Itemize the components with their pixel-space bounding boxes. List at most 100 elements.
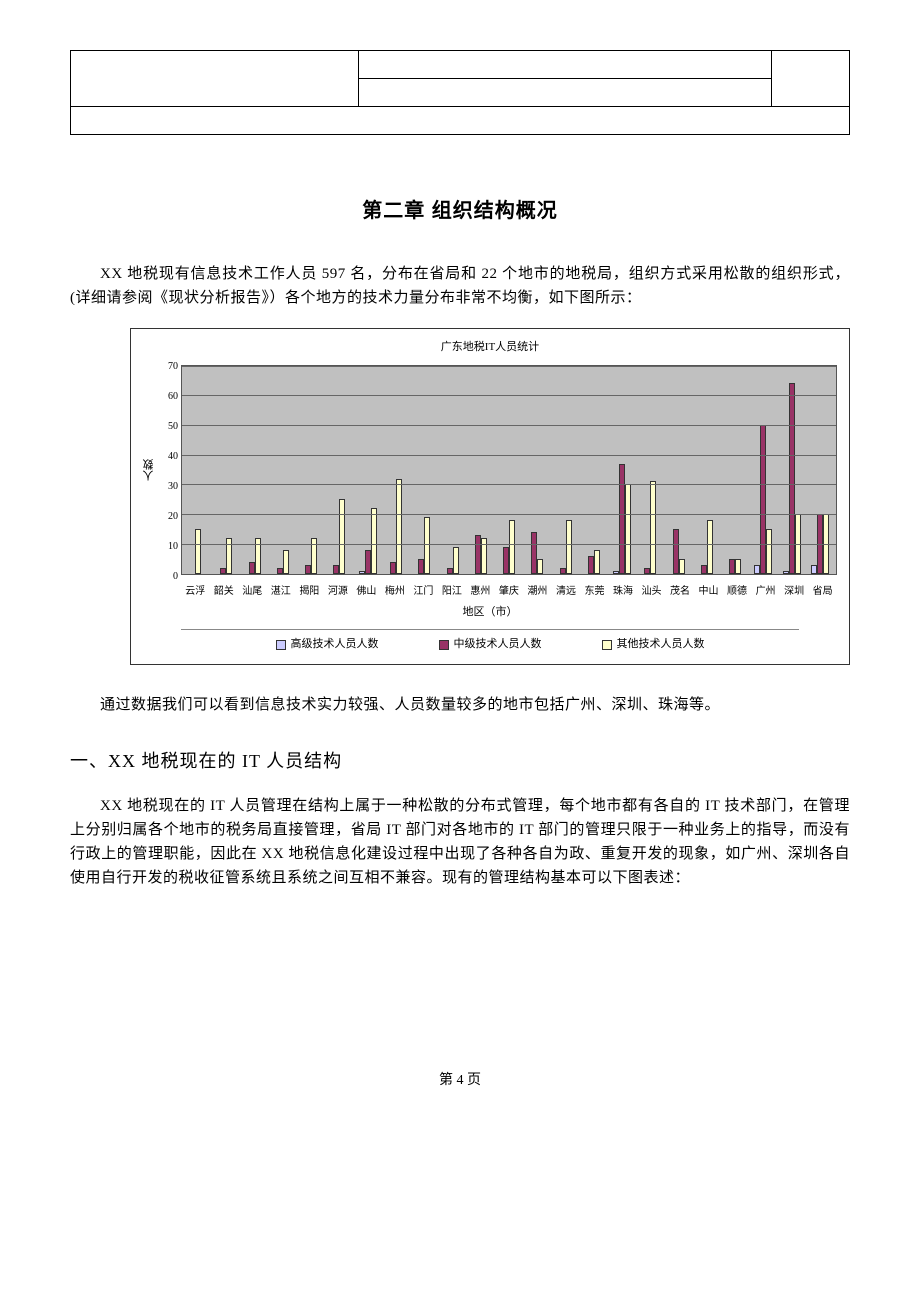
intro-paragraph: XX 地税现有信息技术工作人员 597 名，分布在省局和 22 个地市的地税局，… (70, 262, 850, 310)
bar (594, 550, 600, 574)
x-label: 汕尾 (238, 584, 267, 600)
bar-chart: 广东地税IT人员统计 人数 70 60 50 40 30 20 10 0 云浮韶关汕尾湛江揭阳… (130, 328, 850, 665)
bar-group (467, 366, 495, 574)
legend-item: 其他技术人员人数 (602, 636, 705, 654)
bar-group (325, 366, 353, 574)
bar (396, 479, 402, 574)
bar (537, 559, 543, 574)
bar-group (184, 366, 212, 574)
bar-group (523, 366, 551, 574)
bar (650, 481, 656, 573)
bar (707, 520, 713, 573)
chart-title: 广东地税IT人员统计 (131, 329, 849, 365)
bar-group (665, 366, 693, 574)
legend-item: 高级技术人员人数 (276, 636, 379, 654)
bar (509, 520, 515, 573)
legend-swatch (276, 640, 286, 650)
bar (339, 499, 345, 573)
bar-group (749, 366, 777, 574)
y-tick: 30 (168, 479, 178, 495)
x-label: 汕头 (637, 584, 666, 600)
section-paragraph: XX 地税现在的 IT 人员管理在结构上属于一种松散的分布式管理，每个地市都有各… (70, 794, 850, 890)
x-axis-title: 地区（市） (131, 602, 849, 630)
x-label: 清远 (552, 584, 581, 600)
x-label: 珠海 (609, 584, 638, 600)
plot-area (181, 365, 837, 575)
bar-group (806, 366, 834, 574)
bar-group (354, 366, 382, 574)
bar-group (721, 366, 749, 574)
section-heading: 一、XX 地税现在的 IT 人员结构 (70, 747, 850, 776)
x-label: 中山 (694, 584, 723, 600)
bar (195, 529, 201, 574)
x-label: 东莞 (580, 584, 609, 600)
y-axis-label: 人数 (141, 459, 159, 481)
x-label: 河源 (324, 584, 353, 600)
page-footer: 第 4 页 (70, 1070, 850, 1092)
bar-group (495, 366, 523, 574)
table-cell (359, 51, 772, 79)
bar-group (438, 366, 466, 574)
bar-group (297, 366, 325, 574)
legend-item: 中级技术人员人数 (439, 636, 542, 654)
analysis-paragraph: 通过数据我们可以看到信息技术实力较强、人员数量较多的地市包括广州、深圳、珠海等。 (70, 693, 850, 717)
legend-label: 其他技术人员人数 (617, 636, 705, 654)
bar-group (212, 366, 240, 574)
bar (735, 559, 741, 574)
table-cell (71, 51, 359, 107)
bar-group (778, 366, 806, 574)
legend-label: 高级技术人员人数 (291, 636, 379, 654)
bar (371, 508, 377, 573)
y-tick: 0 (173, 569, 178, 585)
legend-swatch (602, 640, 612, 650)
bar (453, 547, 459, 574)
table-cell (359, 79, 772, 107)
x-label: 佛山 (352, 584, 381, 600)
bar-group (608, 366, 636, 574)
x-label: 湛江 (267, 584, 296, 600)
x-label: 顺德 (723, 584, 752, 600)
bar-group (693, 366, 721, 574)
y-tick: 40 (168, 449, 178, 465)
x-label: 惠州 (466, 584, 495, 600)
bar (566, 520, 572, 573)
x-label: 潮州 (523, 584, 552, 600)
header-table (70, 50, 850, 135)
legend-swatch (439, 640, 449, 650)
y-tick: 10 (168, 539, 178, 555)
chart-legend: 高级技术人员人数 中级技术人员人数 其他技术人员人数 (181, 629, 799, 664)
x-label: 梅州 (381, 584, 410, 600)
x-label: 江门 (409, 584, 438, 600)
bar-group (410, 366, 438, 574)
table-cell (71, 107, 850, 135)
legend-label: 中级技术人员人数 (454, 636, 542, 654)
x-label: 阳江 (438, 584, 467, 600)
x-label: 省局 (808, 584, 837, 600)
bar-group (241, 366, 269, 574)
bar (679, 559, 685, 574)
x-label: 揭阳 (295, 584, 324, 600)
bar (766, 529, 772, 574)
x-label: 深圳 (780, 584, 809, 600)
bar (625, 484, 631, 573)
bar-group (636, 366, 664, 574)
bar-group (382, 366, 410, 574)
y-tick: 20 (168, 509, 178, 525)
bar (283, 550, 289, 574)
x-axis-labels: 云浮韶关汕尾湛江揭阳河源佛山梅州江门阳江惠州肇庆潮州清远东莞珠海汕头茂名中山顺德… (131, 580, 849, 602)
x-label: 韶关 (210, 584, 239, 600)
y-tick: 70 (168, 359, 178, 375)
chapter-title: 第二章 组织结构概况 (70, 195, 850, 227)
table-cell (772, 51, 850, 107)
bar-group (551, 366, 579, 574)
bar-group (580, 366, 608, 574)
x-label: 广州 (751, 584, 780, 600)
bar (424, 517, 430, 573)
bar-group (269, 366, 297, 574)
x-label: 茂名 (666, 584, 695, 600)
x-label: 肇庆 (495, 584, 524, 600)
x-label: 云浮 (181, 584, 210, 600)
y-axis-ticks: 706050403020100 (159, 365, 181, 575)
y-tick: 60 (168, 389, 178, 405)
y-tick: 50 (168, 419, 178, 435)
